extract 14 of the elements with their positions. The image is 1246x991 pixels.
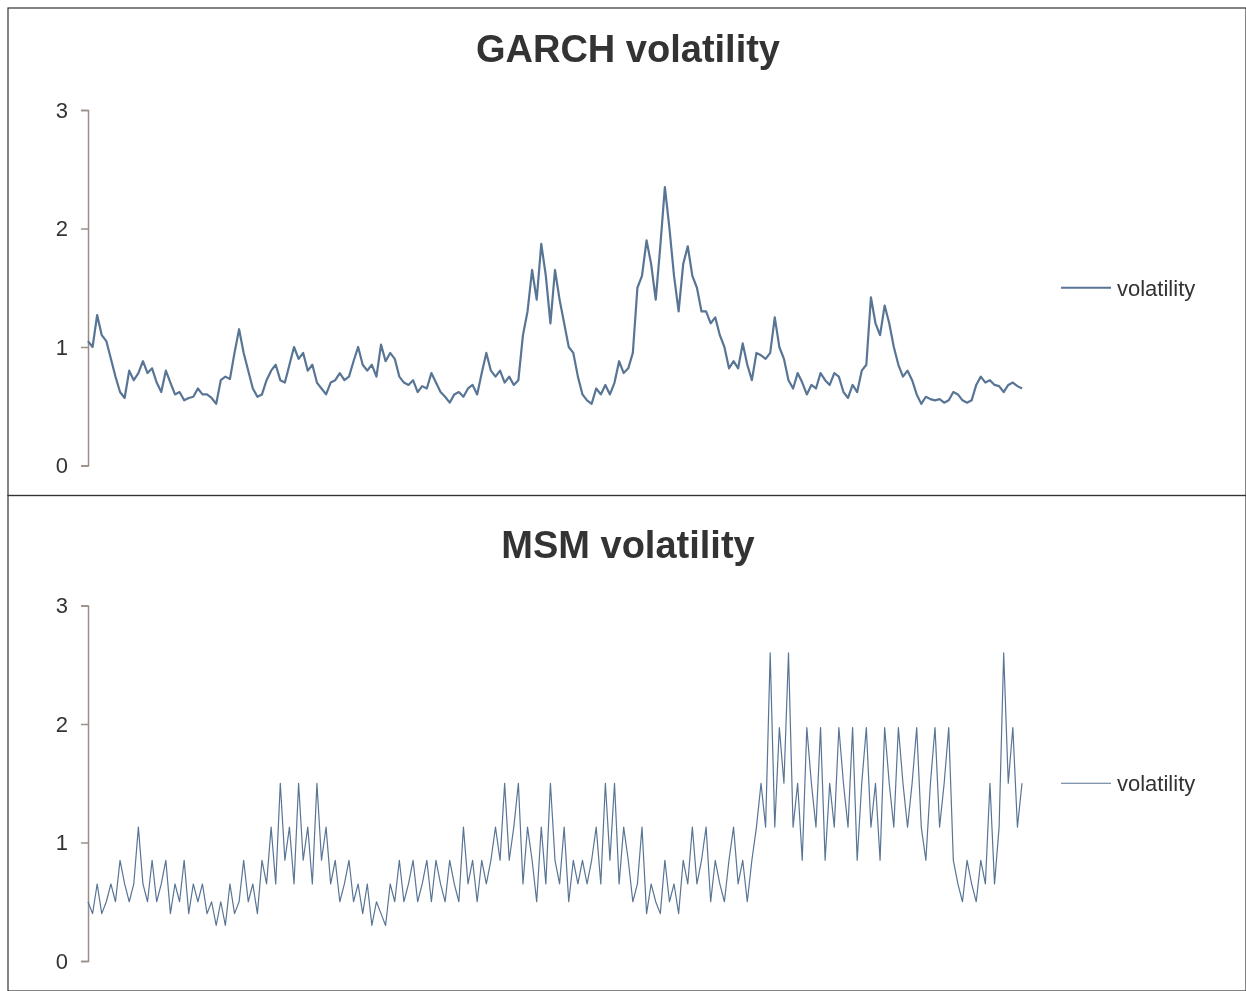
y-tick-label: 1 (55, 334, 68, 360)
y-tick-label: 0 (55, 453, 68, 479)
line-series (86, 185, 1024, 405)
line-series (87, 652, 1023, 927)
legend-label: volatility (1117, 275, 1196, 301)
y-tick-label: 2 (55, 711, 68, 737)
chart-title: MSM volatility (501, 523, 755, 566)
y-tick-label: 1 (55, 830, 68, 856)
y-tick-label: 3 (55, 593, 68, 619)
y-tick-label: 3 (55, 97, 68, 123)
y-tick-label: 2 (55, 216, 68, 242)
legend-label: volatility (1117, 771, 1196, 797)
y-tick-label: 0 (55, 948, 68, 974)
chart-title: GARCH volatility (475, 28, 781, 70)
